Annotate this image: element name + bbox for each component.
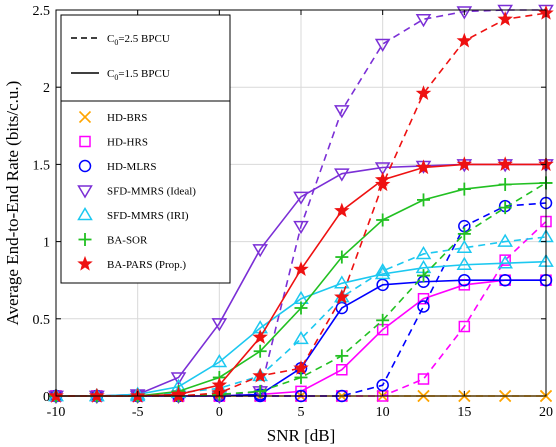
legend-marker: [77, 255, 93, 271]
legend-box-styles: [60, 14, 231, 102]
data-point-marker: [335, 301, 349, 315]
data-point-marker: [334, 202, 350, 218]
x-tick-label: -5: [132, 405, 144, 420]
legend-label: C0=2.5 BPCU: [107, 33, 170, 47]
data-point-marker: [374, 262, 391, 277]
legend-label: C0=1.5 BPCU: [107, 68, 170, 82]
data-point-marker: [334, 289, 350, 304]
data-point-marker: [376, 313, 390, 327]
data-point-marker: [456, 156, 473, 171]
legend-label: SFD-MMRS (IRI): [107, 210, 189, 222]
data-point-marker: [417, 193, 430, 207]
data-point-marker: [334, 275, 350, 289]
data-point-marker: [252, 329, 268, 344]
data-point-marker: [458, 273, 471, 287]
legend-box-schemes: [60, 100, 231, 284]
data-point-marker: [417, 300, 430, 313]
data-point-marker: [458, 320, 471, 333]
y-tick-label: 1: [43, 236, 50, 251]
data-point-marker: [89, 387, 105, 403]
data-point-marker: [170, 372, 187, 386]
legend: C0=2.5 BPCU C0=1.5 BPCU HD-BRS HD-HRS HD-MLR…: [60, 14, 231, 284]
data-point-marker: [415, 159, 432, 175]
data-point-marker: [374, 38, 391, 52]
axis-ticks: -10 -5 0 5 10 15 20 0 0.5 1 1.5 2 2.5: [33, 4, 554, 420]
data-point-marker: [334, 168, 350, 182]
legend-marker: [78, 110, 92, 124]
data-point-marker: [294, 301, 308, 315]
x-tick-label: 20: [539, 405, 553, 420]
data-point-marker: [499, 254, 511, 266]
legend-marker: [77, 207, 93, 221]
data-point-marker: [497, 255, 513, 269]
data-point-marker: [456, 32, 473, 48]
data-point-marker: [253, 344, 267, 358]
x-tick-label: 5: [298, 405, 305, 420]
data-point-marker: [211, 318, 228, 332]
y-tick-label: 1.5: [33, 158, 51, 173]
data-point-marker: [252, 367, 268, 383]
legend-label: HD-HRS: [107, 137, 148, 149]
legend-label: HD-BRS: [107, 112, 147, 124]
data-point-marker: [497, 11, 513, 26]
data-point-marker: [374, 162, 391, 176]
data-point-marker: [497, 156, 513, 171]
data-point-marker: [293, 330, 309, 345]
data-point-marker: [170, 386, 187, 402]
data-point-marker: [498, 177, 512, 191]
y-axis-title: Average End-to-End Rate (bits/c.u.): [3, 81, 22, 326]
data-point-marker: [415, 245, 432, 260]
data-point-marker: [376, 278, 389, 292]
legend-label: BA-SOR: [107, 235, 148, 247]
data-point-marker: [497, 4, 513, 18]
data-point-marker: [417, 292, 430, 305]
data-point-marker: [211, 377, 228, 392]
data-point-marker: [456, 6, 473, 20]
data-point-marker: [334, 105, 350, 119]
x-tick-label: 10: [376, 405, 390, 420]
data-point-marker: [456, 256, 473, 271]
x-tick-label: 0: [216, 405, 223, 420]
data-point-marker: [293, 191, 309, 205]
y-tick-label: 0: [43, 390, 50, 405]
data-point-marker: [293, 261, 309, 276]
data-point-marker: [415, 85, 432, 100]
data-point-marker: [497, 233, 513, 247]
data-point-marker: [336, 364, 348, 376]
data-point-marker: [252, 244, 268, 258]
legend-marker: [78, 233, 92, 246]
legend-marker: [78, 159, 92, 173]
data-point-marker: [417, 373, 430, 385]
y-tick-label: 0.5: [33, 313, 51, 328]
legend-marker: [79, 135, 91, 148]
data-point-marker: [211, 354, 228, 368]
legend-label: BA-PARS (Prop.): [107, 259, 186, 271]
data-point-marker: [376, 378, 389, 392]
legend-label: SFD-MMRS (Ideal): [107, 186, 196, 198]
data-point-marker: [417, 269, 430, 283]
y-tick-label: 2.5: [33, 4, 51, 19]
data-point-marker: [294, 370, 308, 384]
data-point-marker: [293, 360, 309, 375]
data-point-marker: [335, 349, 349, 363]
data-point-marker: [335, 250, 349, 264]
data-point-marker: [415, 14, 432, 28]
x-tick-label: 15: [457, 405, 471, 420]
y-tick-label: 2: [43, 81, 50, 96]
data-point-marker: [374, 171, 391, 187]
data-point-marker: [376, 213, 390, 227]
x-axis-title: SNR [dB]: [267, 426, 335, 445]
data-point-marker: [457, 182, 471, 196]
data-point-marker: [457, 227, 471, 241]
data-point-marker: [498, 201, 512, 215]
legend-label: HD-MLRS: [107, 161, 157, 173]
legend-marker: [77, 185, 93, 199]
data-point-marker: [498, 273, 512, 287]
data-point-marker: [374, 266, 391, 280]
data-point-marker: [293, 220, 309, 235]
x-tick-label: -10: [47, 405, 66, 420]
data-point-marker: [374, 176, 391, 192]
data-point-marker: [456, 239, 473, 254]
